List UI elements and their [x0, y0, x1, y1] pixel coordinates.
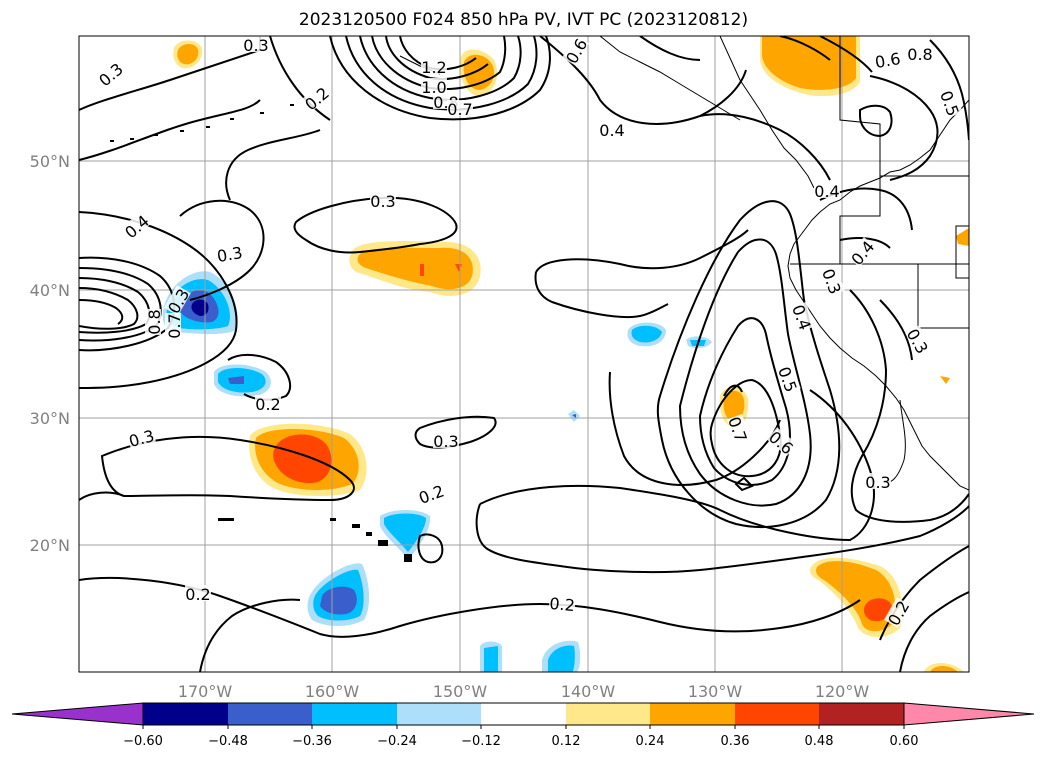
contour-label: 0.3	[126, 426, 156, 451]
colorbar-segment	[735, 703, 819, 725]
contour-label: 0.3	[243, 36, 269, 55]
colorbar-segment	[481, 703, 566, 725]
colorbar-tick-label: −0.60	[123, 734, 163, 749]
lat-label: 20°N	[30, 536, 70, 555]
contour-label: 0.6	[873, 48, 902, 72]
svg-text:0.2: 0.2	[549, 594, 576, 615]
lon-axis: 170°W 160°W 150°W 140°W 130°W 120°W	[178, 682, 870, 701]
colorbar-segment	[650, 703, 735, 725]
colorbar-tick-label: −0.12	[461, 734, 501, 749]
svg-text:0.4: 0.4	[814, 182, 839, 201]
svg-text:0.3: 0.3	[370, 192, 395, 211]
svg-text:0.7: 0.7	[165, 313, 184, 338]
colorbar-segment	[228, 703, 312, 725]
contour-label: 0.3	[370, 192, 396, 211]
contour-label: 1.2	[421, 58, 447, 77]
lon-label: 160°W	[305, 682, 360, 701]
lat-axis: 50°N 40°N 30°N 20°N	[30, 152, 70, 555]
colorbar-tick-label: 0.48	[805, 734, 834, 749]
svg-text:0.2: 0.2	[185, 585, 210, 604]
map-title: 2023120500 F024 850 hPa PV, IVT PC (2023…	[298, 10, 749, 30]
contour-label: 0.4	[814, 182, 840, 201]
colorbar-segment	[819, 703, 904, 725]
svg-text:0.3: 0.3	[433, 432, 458, 451]
lon-label: 140°W	[561, 682, 616, 701]
colorbar-tick-label: −0.36	[292, 734, 332, 749]
svg-text:0.6: 0.6	[874, 49, 902, 72]
colorbar-segment	[397, 703, 481, 725]
colorbar-extend-max	[903, 702, 1035, 726]
lat-label: 40°N	[30, 281, 70, 300]
colorbar-segment	[566, 703, 650, 725]
coastlines	[399, 36, 969, 491]
colorbar-tick-label: 0.36	[721, 734, 750, 749]
colorbar-segment	[312, 703, 397, 725]
colorbar-extend-min	[11, 702, 144, 726]
lon-label: 120°W	[815, 682, 870, 701]
contour-label: 0.2	[185, 585, 211, 604]
contour-label: 0.3	[433, 432, 459, 451]
colorbar-segment	[143, 703, 228, 725]
contour-label: 0.3	[865, 473, 891, 492]
map-frame	[78, 35, 970, 673]
lat-label: 50°N	[30, 152, 70, 171]
svg-text:0.2: 0.2	[255, 395, 280, 414]
svg-text:1.2: 1.2	[421, 58, 446, 77]
svg-text:0.3: 0.3	[865, 473, 890, 492]
svg-text:0.3: 0.3	[216, 243, 244, 266]
svg-text:1.0: 1.0	[421, 78, 446, 97]
colorbar-tick-label: 0.60	[890, 734, 919, 749]
svg-text:0.3: 0.3	[243, 36, 268, 55]
lon-label: 170°W	[178, 682, 233, 701]
contour-label: 0.4	[599, 121, 625, 140]
colorbar-tick-label: −0.24	[377, 734, 417, 749]
lat-label: 30°N	[30, 409, 70, 428]
contour-label: 0.8	[907, 45, 933, 64]
colorbar-tick-label: 0.24	[636, 734, 665, 749]
contour-label: 0.8	[145, 309, 164, 335]
contour-label: 0.7	[165, 313, 184, 339]
colorbar-tick-label: −0.48	[208, 734, 248, 749]
svg-text:0.8: 0.8	[907, 45, 932, 64]
svg-text:0.8: 0.8	[145, 309, 164, 334]
colorbar-tick-label: 0.12	[552, 734, 581, 749]
graticule	[79, 36, 969, 672]
contour-label: 0.2	[548, 593, 576, 615]
colorbar: −0.60 −0.48 −0.36 −0.24 −0.12 0.12 0.24 0.36 0.4…	[11, 702, 1035, 749]
contour-label: 0.7	[447, 100, 473, 119]
contour-labels: 0.30.30.40.30.30.20.30.20.20.30.30.2 0.21…	[94, 36, 963, 629]
contour-label: 0.3	[215, 242, 244, 266]
lon-label: 150°W	[433, 682, 488, 701]
lon-label: 130°W	[688, 682, 743, 701]
svg-text:0.4: 0.4	[599, 121, 624, 140]
contour-label: 1.0	[421, 78, 447, 97]
svg-text:0.7: 0.7	[447, 100, 472, 119]
contour-label: 0.2	[255, 395, 281, 414]
